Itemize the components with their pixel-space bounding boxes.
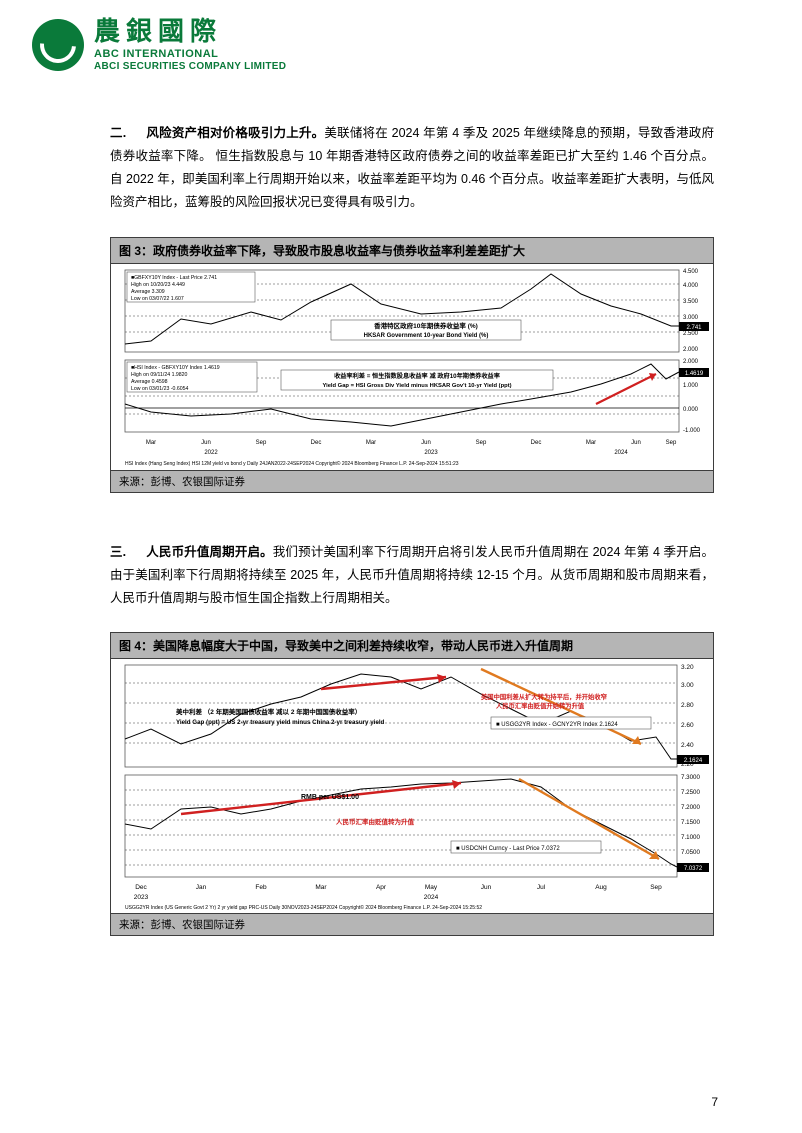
- svg-text:美国中国利差从扩大转为持平后，并开始收窄: 美国中国利差从扩大转为持平后，并开始收窄: [481, 692, 607, 701]
- svg-text:Mar: Mar: [146, 440, 156, 446]
- svg-text:■ USGG2YR Index - GCNY2YR Inde: ■ USGG2YR Index - GCNY2YR Index 2.1624: [496, 722, 618, 728]
- svg-text:Dec: Dec: [531, 440, 542, 446]
- chart-3-svg: 4.500 4.000 3.500 3.000 2.500 2.000 2.741 ■G…: [111, 264, 713, 470]
- svg-text:Average 3.3: Average 3.309: [131, 289, 165, 295]
- svg-text:High on 09/11/24 1.9: High on 09/11/24 1.9820: [131, 372, 188, 378]
- chart-4-source: 来源：彭博、农银国际证券: [111, 913, 713, 935]
- svg-text:Low on 03/07/22 1.6: Low on 03/07/22 1.607: [131, 296, 184, 302]
- svg-text:3.00: 3.00: [681, 682, 694, 689]
- svg-text:Sep: Sep: [650, 884, 662, 891]
- chart-4-title: 图 4：美国降息幅度大于中国，导致美中之间利差持续收窄，带动人民币进入升值周期: [111, 633, 713, 659]
- svg-text:Feb: Feb: [255, 884, 267, 891]
- logo-en1: ABC INTERNATIONAL: [94, 48, 286, 60]
- svg-text:3.000: 3.000: [683, 315, 699, 321]
- svg-text:Jul: Jul: [537, 884, 546, 891]
- chart-4: 图 4：美国降息幅度大于中国，导致美中之间利差持续收窄，带动人民币进入升值周期 …: [110, 632, 714, 936]
- svg-text:7.0372: 7.0372: [684, 866, 703, 872]
- svg-text:0.000: 0.000: [683, 407, 699, 413]
- chart-4-body: 3.203.002.80 2.602.402.20 2.1624 美国中国利差从…: [111, 659, 713, 913]
- svg-text:1.000: 1.000: [683, 383, 699, 389]
- svg-text:2.000: 2.000: [683, 359, 699, 365]
- svg-text:Mar: Mar: [586, 440, 596, 446]
- chart-4-svg: 3.203.002.80 2.602.402.20 2.1624 美国中国利差从…: [111, 659, 713, 913]
- svg-text:Aug: Aug: [595, 884, 607, 891]
- logo-text-block: 農銀國際 ABC INTERNATIONAL ABCI SECURITIES C…: [94, 18, 286, 72]
- svg-text:Sep: Sep: [476, 440, 487, 446]
- svg-text:High on 10/20/23 4.4: High on 10/20/23 4.449: [131, 282, 185, 288]
- svg-text:2.741: 2.741: [686, 325, 702, 331]
- chart-3-body: 4.500 4.000 3.500 3.000 2.500 2.000 2.741 ■G…: [111, 264, 713, 470]
- page-number: 7: [711, 1095, 718, 1109]
- svg-text:收益率利差 = 恒生指数股息收益率 减 政府10年期债券收益: 收益率利差 = 恒生指数股息收益率 减 政府10年期债券收益率: [334, 372, 501, 380]
- svg-text:■ USDCNH Curncy - Last Price 7: ■ USDCNH Curncy - Last Price 7.0372: [456, 846, 560, 852]
- svg-text:4.500: 4.500: [683, 269, 699, 275]
- svg-text:HSI Index (Hang Seng Index) HS: HSI Index (Hang Seng Index) HSI 12M yiel…: [125, 460, 459, 467]
- svg-text:人民币汇率由贬值转为升值: 人民币汇率由贬值转为升值: [336, 817, 415, 826]
- svg-text:Jan: Jan: [196, 884, 207, 891]
- section-3-head: 人民币升值周期开启。: [146, 545, 273, 559]
- svg-text:Sep: Sep: [256, 440, 267, 446]
- svg-text:2.80: 2.80: [681, 702, 694, 709]
- svg-text:Dec: Dec: [135, 884, 147, 891]
- svg-text:Dec: Dec: [311, 440, 322, 446]
- svg-text:-1.000: -1.000: [683, 428, 701, 434]
- svg-text:RMB per US$1.00: RMB per US$1.00: [301, 794, 359, 801]
- svg-text:2023: 2023: [424, 450, 438, 456]
- svg-text:■HSI Index - GBFXY10Y Index 1.: ■HSI Index - GBFXY10Y Index 1.4619: [131, 365, 220, 371]
- svg-text:2022: 2022: [204, 450, 218, 456]
- svg-text:Mar: Mar: [315, 884, 327, 891]
- svg-text:3.500: 3.500: [683, 299, 699, 305]
- svg-text:2024: 2024: [614, 450, 628, 456]
- svg-text:Average 0.4: Average 0.4598: [131, 379, 168, 385]
- svg-text:7.2000: 7.2000: [681, 804, 700, 811]
- chart-3-title: 图 3：政府债券收益率下降，导致股市股息收益率与债券收益率利差差距扩大: [111, 238, 713, 264]
- svg-text:7.1000: 7.1000: [681, 834, 700, 841]
- svg-text:Yield Gap (ppt) = US 2-yr trea: Yield Gap (ppt) = US 2-yr treasury yield…: [176, 719, 385, 726]
- svg-text:2.1624: 2.1624: [684, 758, 703, 764]
- abci-logo-icon: [32, 19, 84, 71]
- svg-text:2.40: 2.40: [681, 742, 694, 749]
- svg-text:Sep: Sep: [666, 440, 677, 446]
- svg-text:7.2500: 7.2500: [681, 789, 700, 796]
- svg-text:2023: 2023: [134, 894, 149, 901]
- section-3-num: 三.: [110, 545, 126, 559]
- logo-en2: ABCI SECURITIES COMPANY LIMITED: [94, 61, 286, 72]
- chart-3-source: 来源：彭博、农银国际证券: [111, 470, 713, 492]
- svg-text:Jun: Jun: [481, 884, 492, 891]
- main-content: 二.风险资产相对价格吸引力上升。美联储将在 2024 年第 4 季及 2025 …: [0, 72, 802, 936]
- svg-text:Yield Gap = HSI Gross Div Yiel: Yield Gap = HSI Gross Div Yield minus HK…: [322, 383, 511, 389]
- svg-text:3.20: 3.20: [681, 664, 694, 671]
- svg-text:Mar: Mar: [366, 440, 376, 446]
- svg-text:美中利差 （2 年期美国国债收益率 减以 2 年期中国国债: 美中利差 （2 年期美国国债收益率 减以 2 年期中国国债收益率）: [176, 707, 361, 716]
- svg-text:Jun: Jun: [631, 440, 641, 446]
- svg-text:Jun: Jun: [201, 440, 211, 446]
- svg-text:HKSAR Government 10-year Bond: HKSAR Government 10-year Bond Yield (%): [364, 333, 489, 339]
- section-3-para: 三.人民币升值周期开启。我们预计美国利率下行周期开启将引发人民币升值周期在 20…: [110, 541, 714, 610]
- svg-text:Jun: Jun: [421, 440, 431, 446]
- svg-text:4.000: 4.000: [683, 283, 699, 289]
- section-2-para: 二.风险资产相对价格吸引力上升。美联储将在 2024 年第 4 季及 2025 …: [110, 122, 714, 215]
- svg-text:May: May: [425, 884, 438, 891]
- svg-text:2.000: 2.000: [683, 347, 699, 353]
- svg-text:2.60: 2.60: [681, 722, 694, 729]
- logo-cn: 農銀國際: [94, 18, 286, 44]
- svg-text:香港特区政府10年期债券收益率 (%): 香港特区政府10年期债券收益率 (%): [374, 321, 478, 330]
- chart-3: 图 3：政府债券收益率下降，导致股市股息收益率与债券收益率利差差距扩大 4.50…: [110, 237, 714, 493]
- svg-text:人民币汇率由贬值开始转为升值: 人民币汇率由贬值开始转为升值: [496, 701, 585, 710]
- svg-text:7.1500: 7.1500: [681, 819, 700, 826]
- svg-text:7.0500: 7.0500: [681, 849, 700, 856]
- svg-text:USGG2YR Index (US Generic Govt: USGG2YR Index (US Generic Govt 2 Yr) 2 y…: [125, 904, 482, 911]
- section-2-num: 二.: [110, 126, 126, 140]
- svg-text:Apr: Apr: [376, 884, 387, 891]
- svg-text:7.3000: 7.3000: [681, 774, 700, 781]
- svg-text:2024: 2024: [424, 894, 439, 901]
- report-header: 農銀國際 ABC INTERNATIONAL ABCI SECURITIES C…: [0, 0, 802, 72]
- section-2-head: 风险资产相对价格吸引力上升。: [146, 126, 324, 140]
- svg-text:1.4619: 1.4619: [685, 371, 704, 377]
- svg-text:Low on 03/01/23 -0.6: Low on 03/01/23 -0.6054: [131, 386, 189, 392]
- svg-text:■GBFXY10Y Index - Last Price 2: ■GBFXY10Y Index - Last Price 2.741: [131, 275, 217, 281]
- svg-text:2.500: 2.500: [683, 331, 699, 337]
